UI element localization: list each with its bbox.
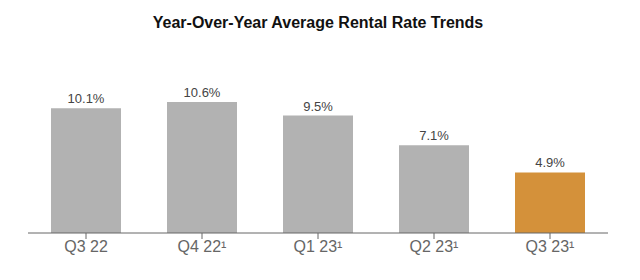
svg-text:9.5%: 9.5% (303, 99, 333, 114)
svg-text:10.1%: 10.1% (68, 91, 105, 106)
svg-text:Q3 22: Q3 22 (64, 238, 108, 255)
svg-text:4.9%: 4.9% (535, 155, 565, 170)
svg-text:Q4 22¹: Q4 22¹ (178, 238, 227, 255)
svg-text:Q1 23¹: Q1 23¹ (294, 238, 343, 255)
svg-text:Q2 23¹: Q2 23¹ (410, 238, 459, 255)
svg-text:7.1%: 7.1% (419, 128, 449, 143)
svg-text:10.6%: 10.6% (184, 85, 221, 100)
svg-text:Q3 23¹: Q3 23¹ (526, 238, 575, 255)
html-text:Year-Over-Year Average Rental: Year-Over-Year Average Rental Rate Trend… (152, 14, 484, 31)
